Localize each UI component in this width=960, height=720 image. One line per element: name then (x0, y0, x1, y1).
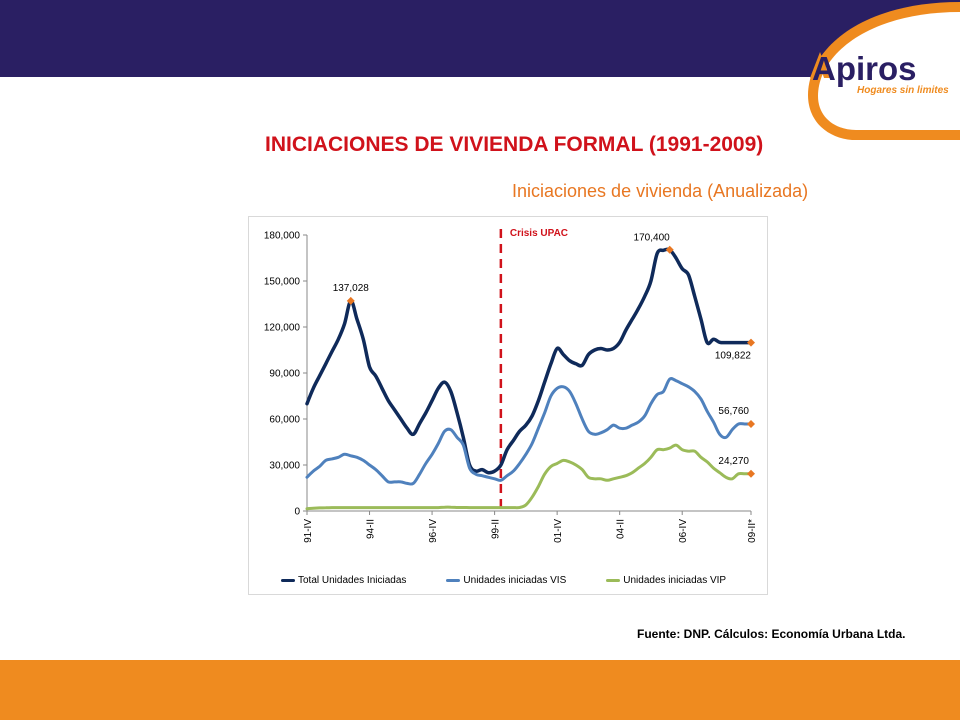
x-tick-label: 01-IV (553, 519, 564, 543)
data-point-marker (665, 245, 674, 254)
series-line-1 (305, 247, 753, 475)
x-tick-label: 96-IV (428, 519, 439, 543)
chart-area: 0 30,000 60,000 90,000 120,000 150,000 180,000… (248, 216, 768, 595)
series-line-2 (305, 376, 753, 486)
apiros-logo: Apiros Hogares sin limites (750, 0, 960, 150)
x-tick-label: 04-II (616, 519, 627, 539)
legend-label: Total Unidades Iniciadas (298, 575, 407, 586)
x-tick-label: 94-II (366, 519, 377, 539)
y-tick-label: 90,000 (269, 369, 300, 380)
data-point-marker (747, 469, 755, 478)
bottom-banner (0, 660, 960, 720)
legend-item: Unidades iniciadas VIP (606, 575, 726, 586)
y-tick-label: 60,000 (269, 415, 300, 426)
y-tick-label: 150,000 (264, 277, 301, 288)
line-chart: 0 30,000 60,000 90,000 120,000 150,000 180,000… (264, 228, 758, 543)
x-tick-label: 06-IV (678, 519, 689, 543)
chart-subtitle: Iniciaciones de vivienda (Anualizada) (512, 181, 809, 201)
x-tick-label: 91-IV (303, 519, 314, 543)
y-tick-label: 120,000 (264, 323, 301, 334)
data-label: 109,822 (715, 351, 752, 362)
x-tick-label: 09-II* (747, 519, 758, 543)
data-label: 24,270 (718, 456, 749, 467)
logo-wordmark: Apiros (812, 50, 917, 87)
data-label: 170,400 (634, 233, 671, 244)
legend-item: Total Unidades Iniciadas (281, 575, 406, 586)
legend-label: Unidades iniciadas VIP (623, 575, 727, 586)
series-line-3 (305, 443, 753, 511)
source-note: Fuente: DNP. Cálculos: Economía Urbana L… (637, 627, 906, 641)
legend-swatch (281, 579, 295, 582)
legend-swatch (606, 579, 621, 582)
x-tick-label: 99-II (491, 519, 502, 539)
top-banner (0, 0, 960, 77)
y-tick-label: 180,000 (264, 231, 301, 242)
logo-tagline: Hogares sin limites (857, 85, 949, 96)
data-point-marker (747, 419, 755, 428)
data-point-marker (346, 296, 355, 305)
data-point-marker (747, 338, 755, 347)
data-label: 56,760 (718, 406, 749, 417)
chart-legend: Total Unidades Iniciadas Unidades iniciad… (281, 575, 726, 586)
crisis-upac-label: Crisis UPAC (510, 228, 568, 239)
legend-item: Unidades iniciadas VIS (446, 575, 566, 586)
y-tick-label: 30,000 (269, 461, 300, 472)
legend-swatch (446, 579, 461, 582)
y-tick-label: 0 (294, 507, 300, 518)
data-label: 137,028 (333, 283, 370, 294)
legend-label: Unidades iniciadas VIS (463, 575, 567, 586)
page-title: INICIACIONES DE VIVIENDA FORMAL (1991-20… (265, 133, 764, 156)
